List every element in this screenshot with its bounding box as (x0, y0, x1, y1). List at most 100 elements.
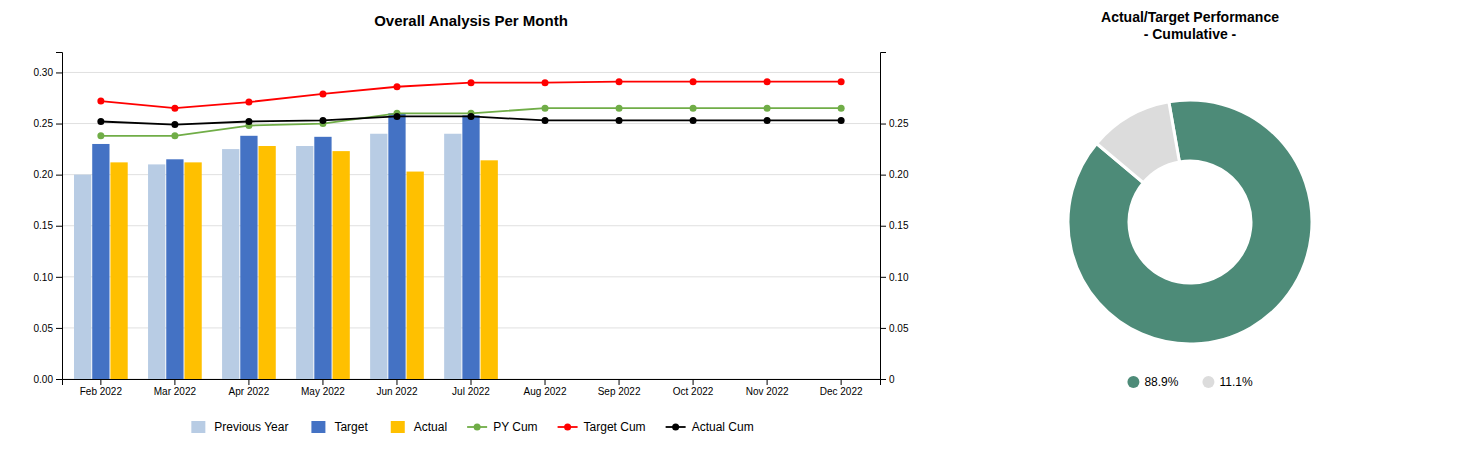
marker (468, 79, 475, 86)
x-tick-mark (174, 379, 175, 385)
y-tick-mark (56, 379, 62, 380)
marker (838, 117, 845, 124)
bar (184, 162, 201, 379)
y2-tick-mark (880, 175, 886, 176)
legend-swatch (391, 421, 405, 433)
y2-tick: 0.05 (880, 323, 909, 334)
y-tick-label: 0.25 (34, 118, 54, 129)
x-tick: Apr 2022 (229, 379, 270, 397)
y-tick-label: 0.20 (34, 169, 54, 180)
marker (542, 117, 549, 124)
line-series (97, 78, 844, 112)
y-tick: 0.30 (34, 67, 62, 78)
y2-tick-mark (880, 379, 886, 380)
x-tick-mark (100, 379, 101, 385)
bar (166, 159, 183, 379)
x-tick-mark (841, 379, 842, 385)
y2-tick-label: 0.10 (889, 272, 909, 283)
legend-label: PY Cum (493, 420, 537, 434)
bar (110, 162, 127, 379)
legend-item: Target (311, 420, 368, 434)
x-tick: Aug 2022 (524, 379, 567, 397)
y-tick: 0.15 (34, 220, 62, 231)
y2-tick-label: 0.20 (889, 169, 909, 180)
y-tick-mark (56, 175, 62, 176)
x-tick: Sep 2022 (598, 379, 641, 397)
legend-marker (564, 424, 571, 431)
marker (764, 78, 771, 85)
y-tick: 0.20 (34, 169, 62, 180)
bar (296, 146, 313, 379)
line-series (97, 105, 844, 140)
title: Actual/Target Performance- Cumulative - (1101, 9, 1279, 42)
y-tick-mark (56, 72, 62, 73)
marker (690, 78, 697, 85)
grid (62, 72, 880, 379)
y-axis: 0.000.050.100.150.200.250.30 (34, 53, 63, 385)
legend-item: Target Cum (558, 420, 646, 434)
bar (481, 160, 498, 379)
legend-swatch (311, 421, 325, 433)
marker (468, 113, 475, 120)
legend-label: Target (334, 420, 368, 434)
marker (764, 117, 771, 124)
y2-tick-mark (880, 124, 886, 125)
legend-label: Actual Cum (692, 420, 754, 434)
y-tick-mark (56, 277, 62, 278)
x-tick-mark (767, 379, 768, 385)
marker (542, 105, 549, 112)
y-tick-mark (56, 124, 62, 125)
slice (1097, 102, 1180, 183)
y-tick-label: 0.05 (34, 323, 54, 334)
y2-tick-mark (880, 277, 886, 278)
bar (314, 137, 331, 379)
bar (407, 172, 424, 379)
y2-tick-mark (880, 328, 886, 329)
x-tick-label: Jul 2022 (452, 386, 490, 397)
y2-tick: 0.20 (880, 169, 909, 180)
bar (444, 134, 461, 379)
slice (1068, 100, 1312, 344)
bar-series (110, 146, 497, 379)
bar (462, 115, 479, 379)
legend-item: 11.1% (1202, 375, 1252, 389)
marker (97, 98, 104, 105)
marker (171, 105, 178, 112)
y2-tick: 0.25 (880, 118, 909, 129)
x-tick: Jul 2022 (452, 379, 490, 397)
bar (240, 136, 257, 379)
marker (616, 117, 623, 124)
y2-tick: 0 (880, 374, 895, 385)
x-tick-label: May 2022 (301, 386, 345, 397)
legend-item: Previous Year (191, 420, 288, 434)
slices (1068, 100, 1312, 344)
x-axis: Feb 2022Mar 2022Apr 2022May 2022Jun 2022… (63, 379, 881, 397)
bar (370, 134, 387, 379)
marker (764, 105, 771, 112)
x-tick-mark (545, 379, 546, 385)
legend: 88.9% 11.1% (1127, 375, 1252, 389)
y-tick-mark (56, 328, 62, 329)
x-tick-mark (471, 379, 472, 385)
x-tick-label: Dec 2022 (820, 386, 863, 397)
x-tick-mark (322, 379, 323, 385)
x-tick-label: Oct 2022 (673, 386, 714, 397)
x-tick-label: Mar 2022 (154, 386, 197, 397)
bar-line-chart: Feb 2022Mar 2022Apr 2022May 2022Jun 2022… (34, 12, 909, 434)
donut-chart: Actual/Target Performance- Cumulative - 8… (1068, 9, 1312, 389)
marker (171, 121, 178, 128)
marker (245, 99, 252, 106)
legend-item: 88.9% (1127, 375, 1178, 389)
y2-tick-mark (880, 226, 886, 227)
bar (74, 175, 91, 379)
x-tick: Dec 2022 (820, 379, 863, 397)
marker (393, 83, 400, 90)
x-tick: Feb 2022 (80, 379, 123, 397)
marker (245, 118, 252, 125)
chart: Feb 2022Mar 2022Apr 2022May 2022Jun 2022… (0, 0, 1480, 451)
legend-swatch (1202, 376, 1214, 388)
y-tick: 0.25 (34, 118, 62, 129)
legend-marker (672, 424, 679, 431)
legend-item: PY Cum (467, 420, 537, 434)
x-tick-mark (248, 379, 249, 385)
